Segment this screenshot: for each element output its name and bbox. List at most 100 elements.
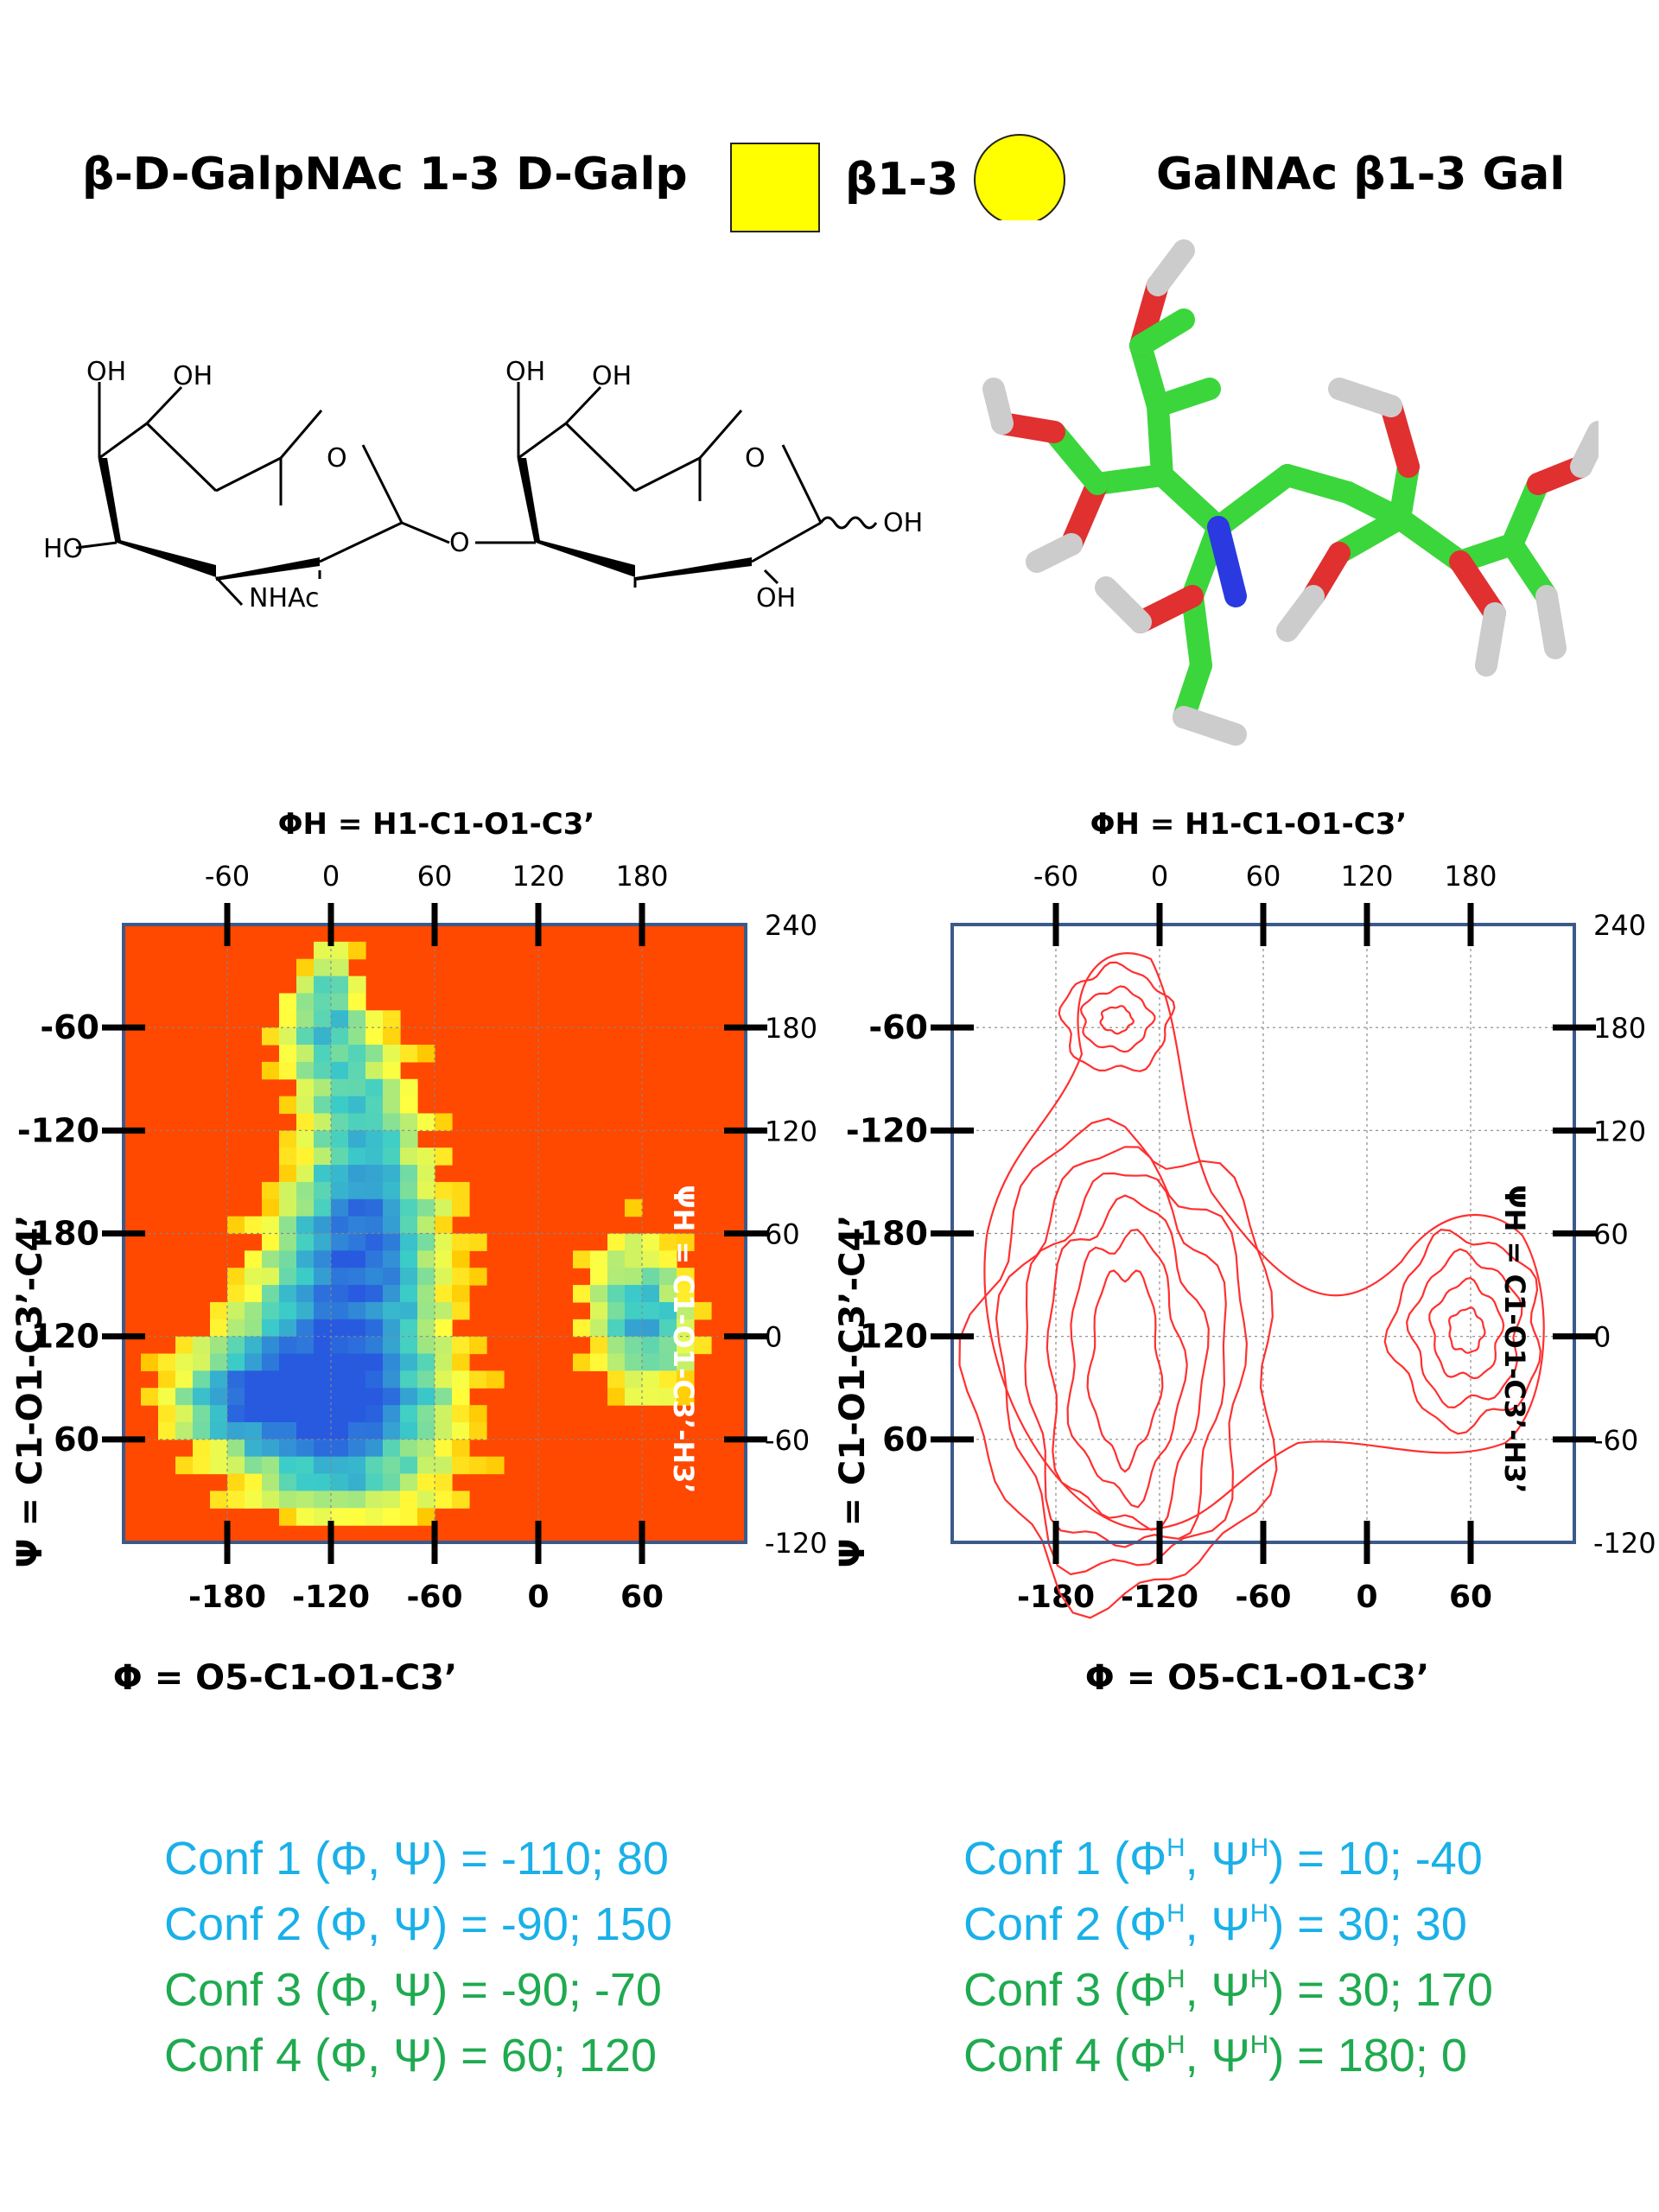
heatmap-cell bbox=[245, 1491, 263, 1509]
heatmap-cell bbox=[227, 1439, 245, 1458]
heatmap-cell bbox=[158, 1353, 176, 1371]
heatmap-cell bbox=[262, 1061, 280, 1080]
heatmap-cell bbox=[383, 1370, 401, 1389]
heatmap-cell bbox=[314, 1250, 332, 1268]
heatmap-cell bbox=[193, 1421, 211, 1440]
top-tick-label: -60 bbox=[205, 860, 250, 893]
heatmap-cell bbox=[469, 1336, 487, 1355]
heatmap-cell bbox=[365, 1388, 384, 1406]
heatmap-cell bbox=[435, 1319, 453, 1338]
heatmap-cell bbox=[452, 1198, 470, 1217]
heatmap-cell bbox=[331, 1147, 349, 1166]
heatmap-cell bbox=[331, 1268, 349, 1286]
heatmap-cell bbox=[296, 1147, 315, 1166]
heatmap-cell bbox=[314, 1319, 332, 1338]
heatmap-cell bbox=[331, 993, 349, 1011]
heatmap-cell bbox=[452, 1491, 470, 1509]
heatmap-cell bbox=[348, 1508, 366, 1526]
heatmap-cell bbox=[677, 1353, 695, 1371]
heatmap-cell bbox=[383, 1198, 401, 1217]
heatmap-cell bbox=[331, 1370, 349, 1389]
right-tick-label: 180 bbox=[765, 1012, 817, 1045]
heatmap-cell bbox=[279, 1508, 297, 1526]
heatmap-cell bbox=[365, 1165, 384, 1183]
heatmap-cell bbox=[383, 1113, 401, 1131]
heatmap-cell bbox=[642, 1319, 660, 1338]
heatmap-cell bbox=[677, 1336, 695, 1355]
oh-label-2: OH bbox=[173, 361, 213, 391]
heatmap-cell bbox=[383, 1285, 401, 1303]
contour-plot: ΦH = H1-C1-O1-C3’ -60 0 60 120 180 -180 -120 -… bbox=[833, 807, 1656, 1698]
heatmap-cell bbox=[279, 1165, 297, 1183]
contour-line bbox=[1383, 1228, 1542, 1435]
heatmap-cell bbox=[227, 1285, 245, 1303]
heatmap-cell bbox=[642, 1268, 660, 1286]
heatmap-cell bbox=[314, 1113, 332, 1131]
heatmap-cell bbox=[677, 1285, 695, 1303]
heatmap-cell bbox=[331, 1216, 349, 1235]
heatmap-cell bbox=[193, 1456, 211, 1475]
heatmap-cell bbox=[262, 1250, 280, 1268]
heatmap-cell bbox=[435, 1113, 453, 1131]
heatmap-cell bbox=[417, 1045, 435, 1063]
bottom-tick-label: 0 bbox=[1356, 1580, 1377, 1615]
contour-bottom-axis-label: Φ = O5-C1-O1-C3’ bbox=[1085, 1658, 1429, 1698]
heatmap-cell bbox=[262, 1473, 280, 1492]
heatmap-cell bbox=[677, 1233, 695, 1251]
heatmap-cell bbox=[210, 1353, 228, 1371]
heatmap-cell bbox=[607, 1370, 626, 1389]
heatmap-cell bbox=[348, 1233, 366, 1251]
heatmap-cell bbox=[348, 1439, 366, 1458]
heatmap-cell bbox=[296, 1370, 315, 1389]
heatmap-cell bbox=[625, 1285, 643, 1303]
heatmap-cell bbox=[400, 1216, 418, 1235]
heatmap-cell bbox=[469, 1405, 487, 1423]
heatmap-cell bbox=[486, 1370, 505, 1389]
heatmap-cell bbox=[452, 1336, 470, 1355]
heatmap-cell bbox=[659, 1370, 677, 1389]
conf-left-1: Conf 1 (Φ, Ψ) = -110; 80 bbox=[164, 1833, 669, 1885]
conf-left-3: Conf 3 (Φ, Ψ) = -90; -70 bbox=[164, 1964, 662, 2016]
heatmap-cell bbox=[383, 1181, 401, 1200]
oh-label-4: OH bbox=[592, 361, 632, 391]
contour-left-axis-label: Ψ = C1-O1-C3’-C4’ bbox=[833, 1215, 873, 1568]
heatmap-cell bbox=[296, 1491, 315, 1509]
heatmap-cell bbox=[210, 1370, 228, 1389]
conf-right-3: Conf 3 (ΦH, ΨH) = 30; 170 bbox=[963, 1964, 1493, 2016]
heatmap-cell bbox=[314, 1010, 332, 1028]
heatmap-cell bbox=[348, 1147, 366, 1166]
heatmap-cell bbox=[262, 1285, 280, 1303]
heatmap-cell bbox=[417, 1233, 435, 1251]
heatmap-cell bbox=[262, 1421, 280, 1440]
heatmap-cell bbox=[417, 1405, 435, 1423]
conf-right-1: Conf 1 (ΦH, ΨH) = 10; -40 bbox=[963, 1833, 1483, 1885]
oh-label-anomeric: OH bbox=[883, 508, 923, 538]
heatmap-cell bbox=[175, 1388, 194, 1406]
heatmap-cell bbox=[227, 1473, 245, 1492]
heatmap-cell bbox=[642, 1388, 660, 1406]
ring-oxygen-2: O bbox=[745, 443, 766, 474]
top-tick-label: 0 bbox=[1151, 860, 1168, 893]
heatmap-cell bbox=[659, 1319, 677, 1338]
heatmap-cell bbox=[279, 1045, 297, 1063]
oh-label-5: OH bbox=[756, 583, 796, 613]
gal-circle-symbol bbox=[974, 134, 1065, 220]
heatmap-cell bbox=[296, 1353, 315, 1371]
heatmap-cell bbox=[607, 1268, 626, 1286]
heatmap-cell bbox=[383, 1165, 401, 1183]
heatmap-cell bbox=[435, 1268, 453, 1286]
heatmap-cell bbox=[296, 1165, 315, 1183]
heatmap-cell bbox=[279, 1491, 297, 1509]
heatmap-cell bbox=[296, 1319, 315, 1338]
heatmap-cell bbox=[400, 1439, 418, 1458]
top-tick-label: 180 bbox=[1444, 860, 1497, 893]
heatmap-cell bbox=[348, 1130, 366, 1148]
heatmap-cell bbox=[245, 1388, 263, 1406]
heatmap-cell bbox=[469, 1421, 487, 1440]
heatmap-cell bbox=[607, 1388, 626, 1406]
heatmap-cell bbox=[279, 1456, 297, 1475]
heatmap-cell bbox=[296, 1027, 315, 1046]
heatmap-cell bbox=[279, 1216, 297, 1235]
heatmap-cell bbox=[435, 1233, 453, 1251]
heatmap-cell bbox=[348, 1353, 366, 1371]
